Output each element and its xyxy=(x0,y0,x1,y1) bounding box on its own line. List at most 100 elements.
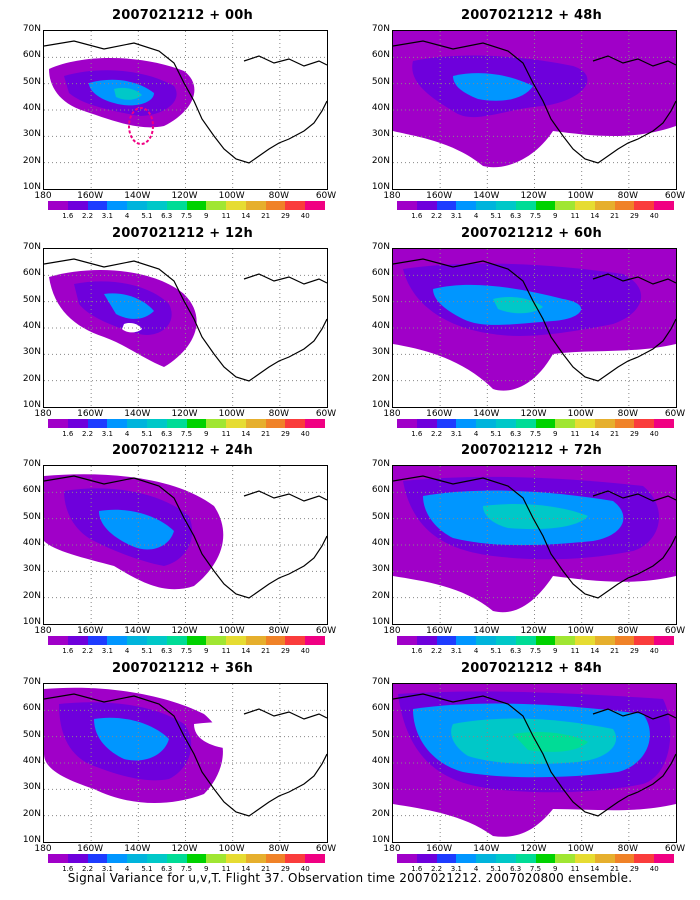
lat-tick-label: 10N xyxy=(371,835,390,845)
colorbar-swatch xyxy=(107,636,128,645)
colorbar-swatch xyxy=(654,419,675,428)
colorbar-swatch xyxy=(186,854,207,863)
lat-tick-label: 70N xyxy=(22,677,41,687)
colorbar-swatch xyxy=(456,419,477,428)
lon-tick-label: 140W xyxy=(124,844,151,854)
colorbar-label: 7.5 xyxy=(180,865,193,873)
colorbar-label: 5.1 xyxy=(490,212,502,220)
lon-tick-label: 160W xyxy=(77,191,104,201)
lon-tick-label: 120W xyxy=(520,191,547,201)
lat-tick-label: 70N xyxy=(371,242,390,252)
colorbar-swatch xyxy=(305,854,326,863)
lon-tick-label: 60W xyxy=(664,844,686,854)
variance-field xyxy=(393,31,676,189)
lon-tick-label: 60W xyxy=(664,409,686,419)
lon-tick-label: 120W xyxy=(171,191,198,201)
colorbar-swatch xyxy=(245,854,267,863)
variance-contour xyxy=(453,73,533,101)
coastline xyxy=(243,490,327,502)
colorbar-label: 1.6 xyxy=(411,212,423,220)
colorbar-label: 14 xyxy=(590,865,600,873)
colorbar-swatch xyxy=(634,854,655,863)
lon-tick-label: 120W xyxy=(171,409,198,419)
colorbar xyxy=(397,854,675,863)
colorbar-swatch xyxy=(535,854,556,863)
lat-tick-label: 20N xyxy=(371,155,390,166)
colorbar-label: 1.6 xyxy=(411,865,423,873)
coastline xyxy=(44,258,327,382)
colorbar-label: 2.2 xyxy=(81,647,94,655)
colorbar-swatch xyxy=(146,636,168,645)
colorbar-swatch xyxy=(206,419,227,428)
colorbar-swatch xyxy=(515,636,536,645)
colorbar-swatch xyxy=(285,636,306,645)
lat-tick-label: 30N xyxy=(22,782,41,793)
lat-tick-label: 70N xyxy=(22,24,41,34)
colorbar-label: 6.3 xyxy=(161,212,173,220)
colorbar-label: 14 xyxy=(590,212,600,220)
colorbar-label: 6.3 xyxy=(510,212,522,220)
map-plot xyxy=(43,465,328,625)
map-plot xyxy=(392,30,677,190)
colorbar-swatch xyxy=(67,636,89,645)
colorbar-label: 1.6 xyxy=(62,647,74,655)
lat-tick-label: 60N xyxy=(22,50,41,61)
lon-tick-label: 160W xyxy=(426,409,453,419)
lat-tick-label: 60N xyxy=(371,485,390,496)
colorbar-label: 7.5 xyxy=(180,647,193,655)
coastline xyxy=(44,693,327,817)
colorbar-swatch xyxy=(515,201,536,210)
colorbar-swatch xyxy=(166,201,187,210)
colorbar-label: 3.1 xyxy=(101,212,113,220)
lon-tick-label: 120W xyxy=(520,844,547,854)
colorbar-label: 21 xyxy=(261,865,271,873)
variance-field xyxy=(44,466,327,624)
colorbar-swatch xyxy=(67,854,89,863)
colorbar-label: 3.1 xyxy=(101,865,113,873)
colorbar-label: 40 xyxy=(649,430,659,438)
lat-tick-label: 70N xyxy=(371,24,390,34)
colorbar-label: 6.3 xyxy=(161,865,173,873)
colorbar-swatch xyxy=(265,201,286,210)
variance-contour xyxy=(99,509,174,550)
colorbar-label: 11 xyxy=(221,212,231,220)
lon-tick-label: 100W xyxy=(567,409,594,419)
colorbar-swatch xyxy=(654,636,675,645)
lon-tick-label: 100W xyxy=(567,844,594,854)
colorbar-label: 2.2 xyxy=(430,212,443,220)
lon-tick-label: 60W xyxy=(315,409,337,419)
lon-tick-label: 100W xyxy=(218,409,245,419)
variance-field xyxy=(393,249,676,407)
lat-tick-label: 50N xyxy=(371,511,390,522)
colorbar-swatch xyxy=(166,854,187,863)
colorbar-label: 40 xyxy=(649,865,659,873)
colorbar-swatch xyxy=(127,854,148,863)
colorbar-swatch xyxy=(416,419,438,428)
colorbar xyxy=(397,636,675,645)
panel-title: 2007021212 + 00h xyxy=(112,8,253,23)
colorbar-swatch xyxy=(245,419,267,428)
lon-tick-label: 100W xyxy=(567,191,594,201)
colorbar-swatch xyxy=(515,854,536,863)
colorbar-swatch xyxy=(575,419,596,428)
lat-tick-label: 20N xyxy=(22,808,41,819)
colorbar-swatch xyxy=(285,201,306,210)
lat-tick-label: 30N xyxy=(371,129,390,140)
colorbar-swatch xyxy=(476,636,497,645)
colorbar-label: 5.1 xyxy=(141,430,153,438)
lon-tick-label: 60W xyxy=(315,626,337,636)
colorbar-swatch xyxy=(416,854,438,863)
colorbar-label: 40 xyxy=(300,865,310,873)
colorbar-swatch xyxy=(614,636,635,645)
colorbar-label: 7.5 xyxy=(529,430,542,438)
lat-tick-label: 30N xyxy=(22,129,41,140)
lat-tick-label: 20N xyxy=(22,155,41,166)
colorbar-swatch xyxy=(555,854,576,863)
lat-tick-label: 60N xyxy=(22,703,41,714)
colorbar-swatch xyxy=(186,636,207,645)
colorbar-label: 2.2 xyxy=(430,647,443,655)
map-plot xyxy=(43,248,328,408)
lat-tick-label: 40N xyxy=(371,103,390,113)
colorbar-label: 5.1 xyxy=(141,212,153,220)
colorbar-label: 3.1 xyxy=(450,865,462,873)
